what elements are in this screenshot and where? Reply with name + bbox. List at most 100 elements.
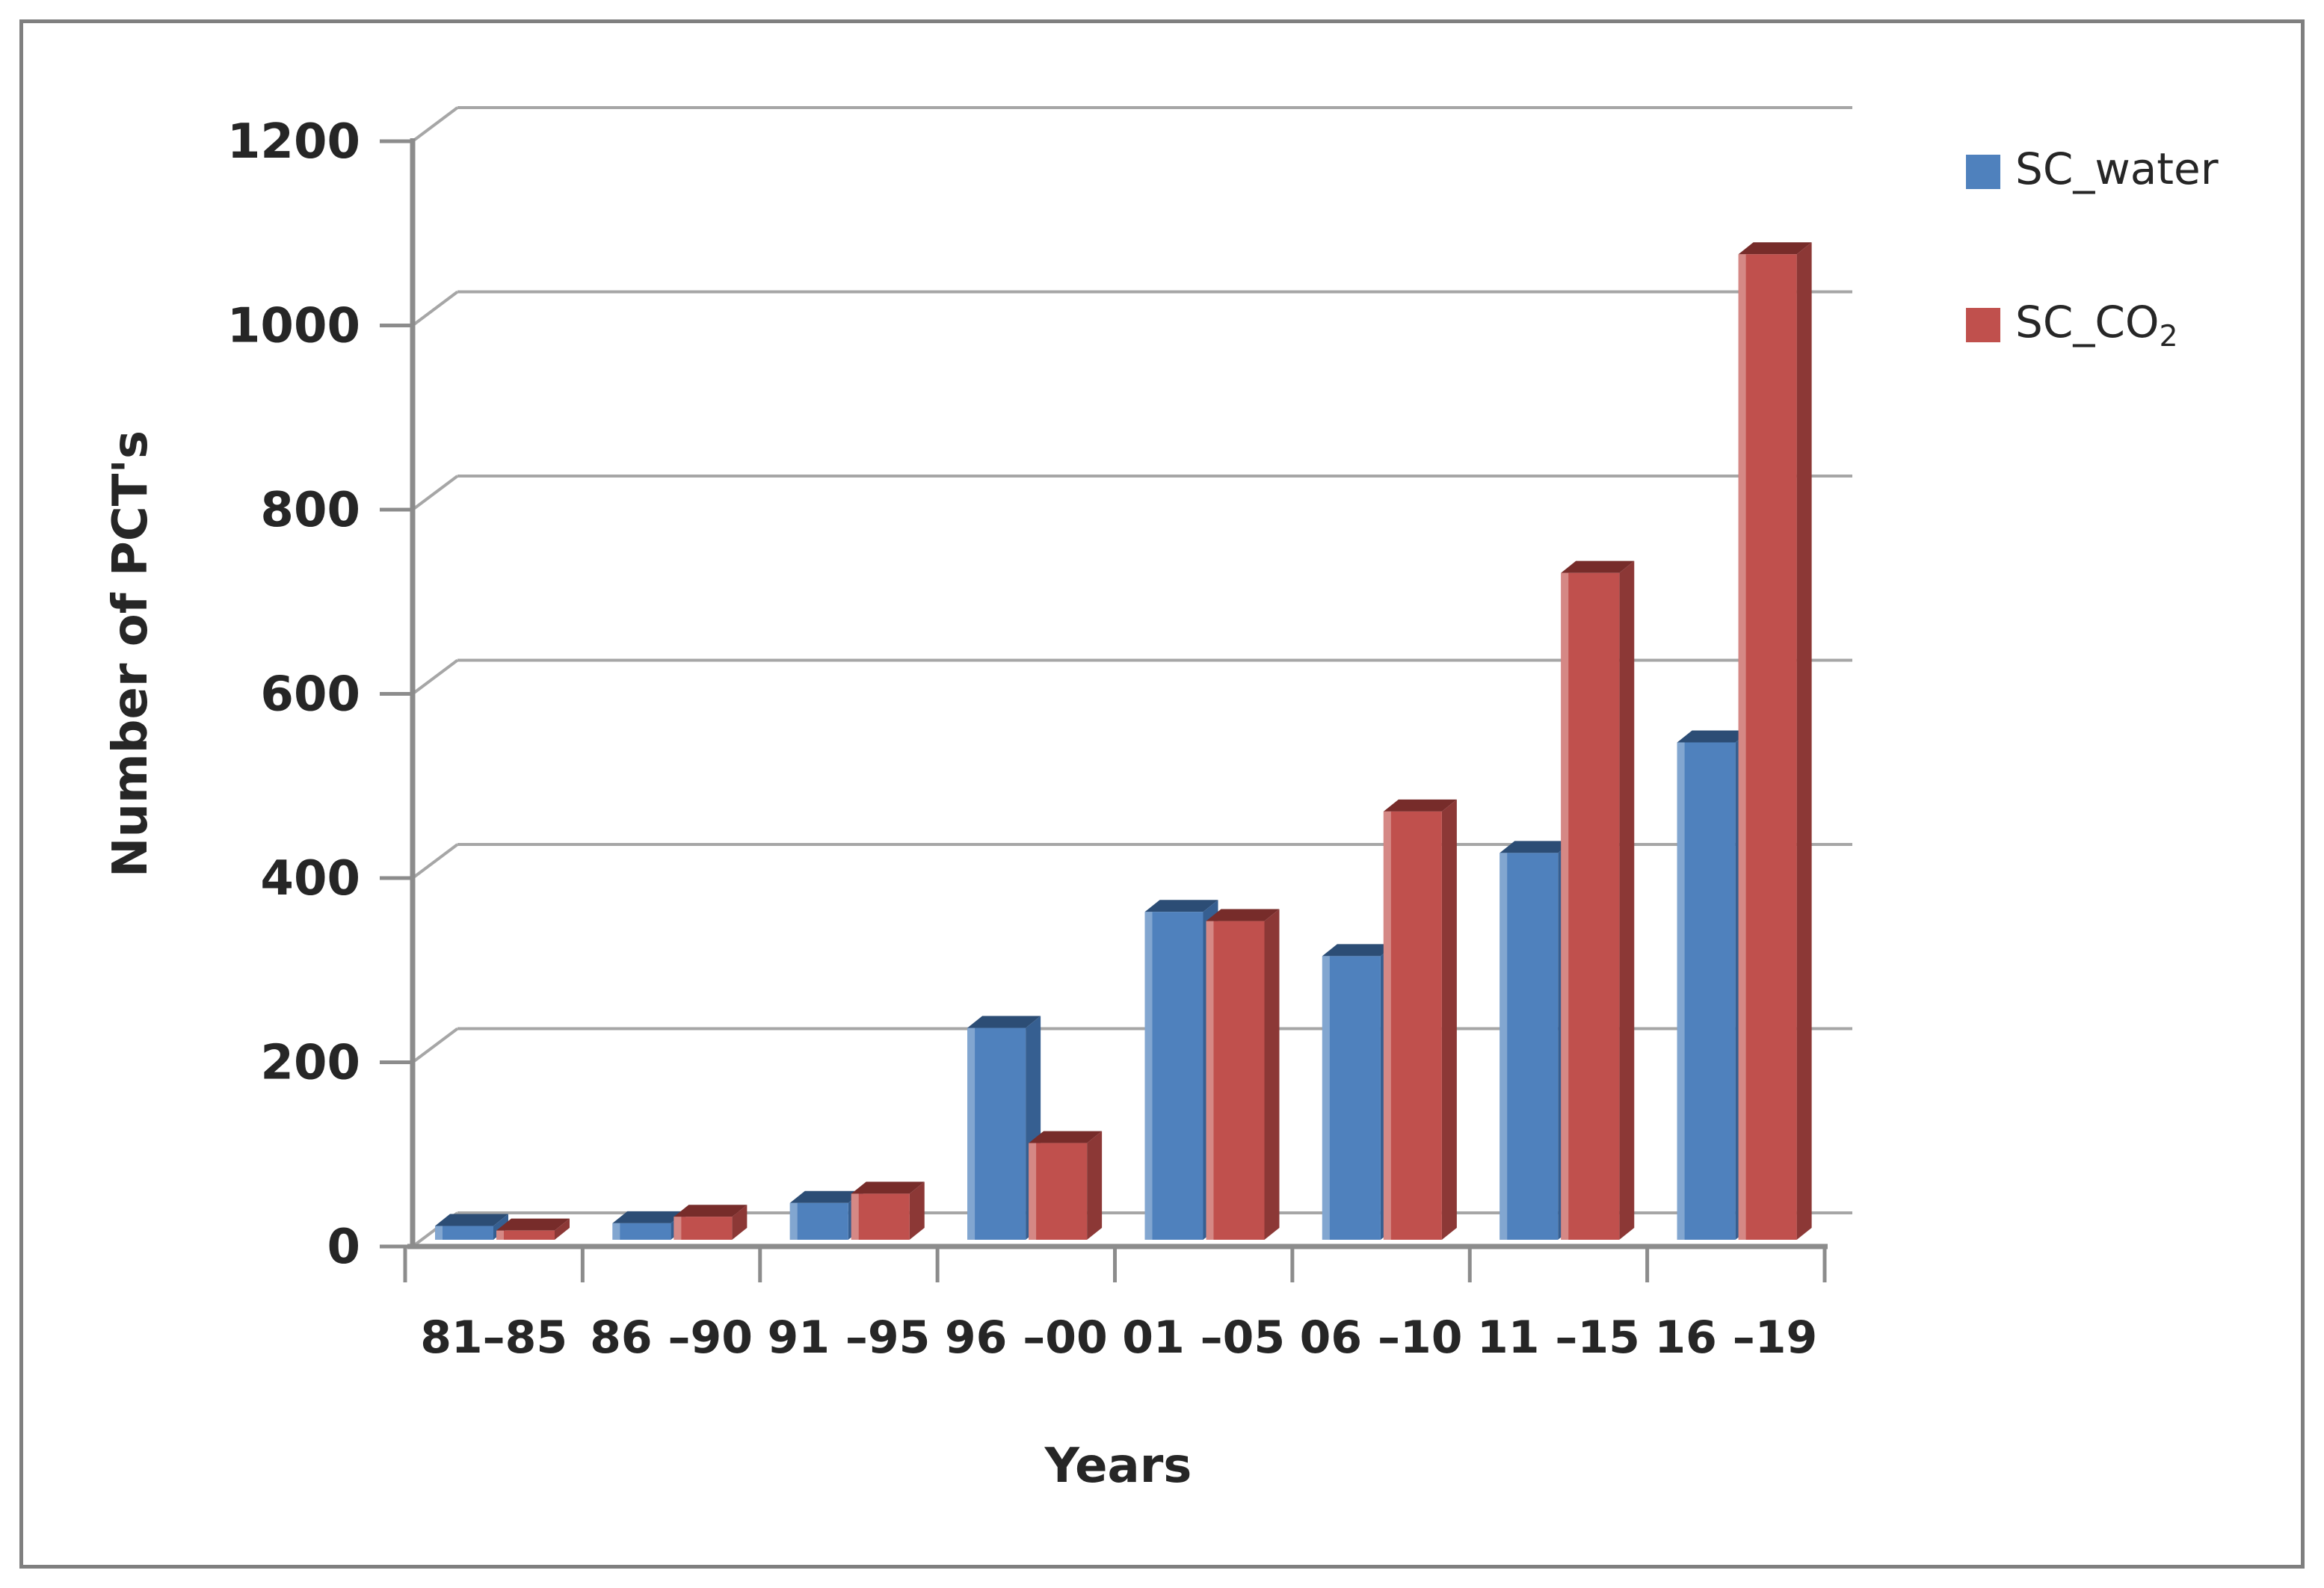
bar-edge-highlight bbox=[1383, 811, 1391, 1240]
x-tick-label: 81–85 bbox=[420, 1312, 567, 1364]
bar-top-face bbox=[1144, 900, 1218, 912]
y-tick-label: 600 bbox=[260, 667, 360, 723]
legend: SC_water SC_CO2 bbox=[1966, 135, 2310, 441]
bars-layer bbox=[435, 242, 1812, 1241]
grid-layer bbox=[411, 106, 1852, 1248]
bar-front-face bbox=[1677, 742, 1736, 1240]
bar-front-face bbox=[1322, 956, 1381, 1240]
x-tick-label: 01 –05 bbox=[1122, 1312, 1285, 1364]
bar-SC_CO2-86 –90 bbox=[674, 1205, 748, 1240]
bar-SC_CO2-01 –05 bbox=[1206, 909, 1280, 1240]
bar-edge-highlight bbox=[612, 1223, 620, 1240]
bar-front-face bbox=[1029, 1143, 1088, 1240]
bar-SC_water-81–85 bbox=[435, 1214, 508, 1240]
bar-top-face bbox=[1738, 242, 1812, 255]
gridline-diagonal bbox=[411, 106, 459, 143]
bar-front-face bbox=[1144, 912, 1203, 1240]
bar-top-face bbox=[1322, 944, 1396, 957]
bar-SC_CO2-96 –00 bbox=[1029, 1131, 1103, 1240]
legend-label: SC_CO2 bbox=[2015, 297, 2178, 353]
bar-edge-highlight bbox=[1499, 853, 1508, 1240]
bar-edge-highlight bbox=[435, 1226, 443, 1240]
y-tick-label: 1000 bbox=[227, 299, 360, 354]
x-axis-title: Years bbox=[1044, 1439, 1192, 1494]
x-tick-label: 86 –90 bbox=[590, 1312, 753, 1364]
bar-front-face bbox=[435, 1226, 493, 1240]
bar-edge-highlight bbox=[851, 1193, 859, 1240]
x-tick-label: 91 –95 bbox=[767, 1312, 930, 1364]
legend-label: SC_water bbox=[2015, 143, 2219, 195]
gridline-diagonal bbox=[411, 1027, 459, 1064]
bar-edge-highlight bbox=[1561, 572, 1569, 1240]
bar-edge-highlight bbox=[1738, 254, 1746, 1241]
bar-top-face bbox=[1677, 730, 1751, 743]
bar-front-face bbox=[851, 1193, 910, 1240]
x-tick-label: 06 –10 bbox=[1300, 1312, 1463, 1364]
bar-front-face bbox=[612, 1223, 671, 1240]
legend-item-sc-co2: SC_CO2 bbox=[1966, 288, 2310, 362]
bar-SC_water-06 –10 bbox=[1322, 944, 1396, 1240]
bar-side-face bbox=[732, 1205, 748, 1240]
bar-edge-highlight bbox=[1206, 921, 1214, 1240]
bar-SC_CO2-81–85 bbox=[496, 1218, 570, 1240]
bar-edge-highlight bbox=[1144, 912, 1153, 1240]
legend-item-sc-water: SC_water bbox=[1966, 135, 2310, 209]
gridline-diagonal bbox=[411, 475, 459, 511]
bar-side-face bbox=[909, 1181, 925, 1240]
bar-top-face bbox=[1029, 1131, 1103, 1143]
legend-swatch bbox=[1966, 155, 2000, 189]
bar-top-face bbox=[496, 1218, 570, 1231]
bar-edge-highlight bbox=[789, 1202, 798, 1240]
x-tick-label: 16 –19 bbox=[1654, 1312, 1817, 1364]
chart-outer-frame bbox=[19, 19, 2305, 1569]
bar-edge-highlight bbox=[1029, 1143, 1037, 1240]
x-tick-label: 11 –15 bbox=[1477, 1312, 1640, 1364]
bar-front-face bbox=[967, 1028, 1026, 1240]
bar-top-face bbox=[967, 1016, 1041, 1028]
bar-edge-highlight bbox=[1677, 742, 1685, 1240]
bar-side-face bbox=[1264, 909, 1280, 1240]
bar-side-face bbox=[1619, 560, 1635, 1240]
bar-top-face bbox=[1383, 799, 1457, 812]
bar-top-face bbox=[1561, 560, 1635, 573]
bar-top-face bbox=[789, 1190, 863, 1203]
bar-top-face bbox=[674, 1205, 748, 1217]
bar-edge-highlight bbox=[1322, 956, 1330, 1240]
y-tick-label: 0 bbox=[327, 1220, 360, 1275]
y-axis-title: Number of PCT's bbox=[103, 430, 158, 878]
bar-SC_CO2-16 –19 bbox=[1738, 242, 1812, 1241]
bar-side-face bbox=[1796, 242, 1812, 1241]
bar-SC_CO2-11 –15 bbox=[1561, 560, 1635, 1240]
y-tick-label: 200 bbox=[260, 1036, 360, 1091]
bar-side-face bbox=[555, 1218, 570, 1240]
bar-side-face bbox=[1087, 1131, 1103, 1240]
axis-layer bbox=[380, 138, 1828, 1282]
y-tick-label: 400 bbox=[260, 851, 360, 906]
bar-front-face bbox=[496, 1230, 555, 1240]
bar-top-face bbox=[851, 1181, 925, 1194]
gridline-diagonal bbox=[411, 290, 459, 327]
bar-front-face bbox=[1383, 811, 1442, 1240]
labels-layer: 0 200 400 600 800 1000 1200 81–85 86 –90 91 –95 96… bbox=[227, 114, 1817, 1364]
bar-SC_CO2-06 –10 bbox=[1383, 799, 1457, 1240]
bar-top-face bbox=[435, 1214, 508, 1226]
bar-top-face bbox=[612, 1211, 686, 1223]
gridline-diagonal bbox=[411, 658, 459, 696]
y-tick-label: 800 bbox=[260, 483, 360, 538]
legend-swatch bbox=[1966, 308, 2000, 342]
bar-top-face bbox=[1499, 841, 1574, 853]
bar-front-face bbox=[1738, 254, 1797, 1241]
y-tick-label: 1200 bbox=[227, 114, 360, 170]
bar-front-face bbox=[674, 1217, 733, 1240]
bar-side-face bbox=[1441, 799, 1457, 1240]
bar-top-face bbox=[1206, 909, 1280, 921]
bar-front-face bbox=[1499, 853, 1559, 1240]
bar-SC_water-96 –00 bbox=[967, 1016, 1041, 1240]
bar-edge-highlight bbox=[674, 1217, 682, 1240]
bar-front-face bbox=[1561, 572, 1620, 1240]
bar-front-face bbox=[1206, 921, 1265, 1240]
bar-edge-highlight bbox=[967, 1028, 975, 1240]
gridline-diagonal bbox=[411, 843, 459, 880]
